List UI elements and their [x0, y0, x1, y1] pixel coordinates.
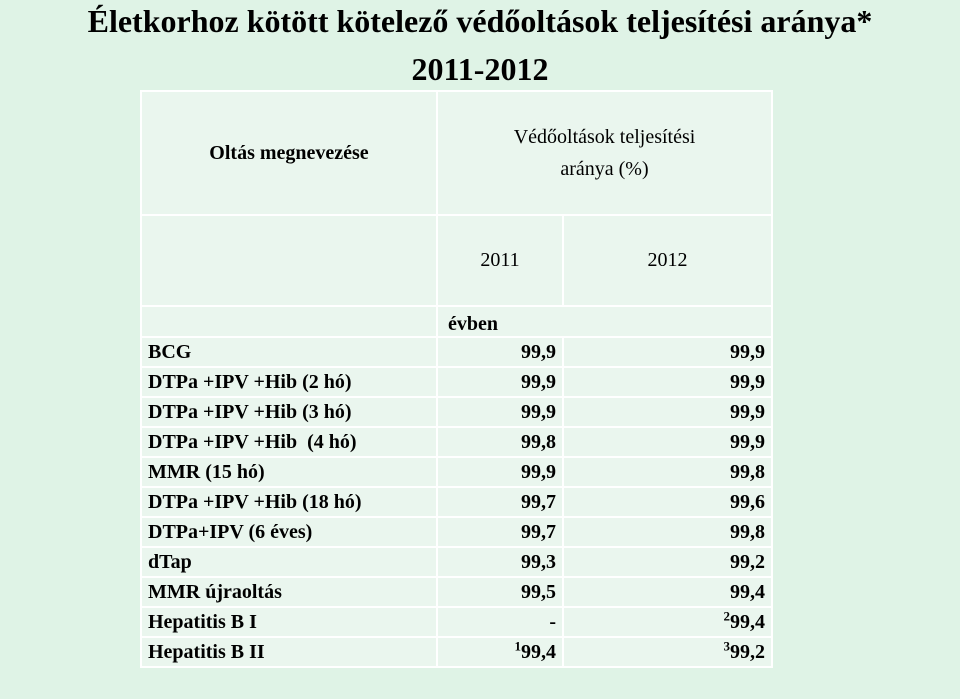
rate-2011-cell: 99,7 — [436, 516, 564, 548]
vaccine-name-cell: DTPa+IPV (6 éves) — [140, 516, 438, 548]
rate-2011-cell: 99,8 — [436, 426, 564, 458]
vaccine-name-cell: DTPa +IPV +Hib (3 hó) — [140, 396, 438, 428]
rate-2012-value: 99,8 — [730, 520, 766, 543]
vaccine-name-cell: MMR újraoltás — [140, 576, 438, 608]
vaccine-name-cell: MMR (15 hó) — [140, 456, 438, 488]
header-rate-line1: Védőoltások teljesítési — [513, 126, 696, 148]
rate-2011-value: 99,9 — [521, 340, 556, 363]
header-vaccine-name: Oltás megnevezése — [140, 90, 438, 216]
rate-2011-cell: - — [436, 606, 564, 638]
footnote-marker: 2 — [723, 607, 731, 623]
rate-2012-value: 99,2 — [730, 640, 766, 663]
table-row: DTPa +IPV +Hib (2 hó) 99,9 99,9 — [140, 366, 774, 398]
header-year-2011: 2011 — [436, 214, 564, 307]
table-row: dTap 99,3 99,2 — [140, 546, 774, 578]
rate-2012-cell: 99,8 — [561, 456, 774, 488]
footnote-marker: 1 — [514, 637, 522, 653]
vaccine-name-cell: DTPa +IPV +Hib (18 hó) — [140, 486, 438, 518]
rate-2012-value: 99,9 — [730, 370, 766, 393]
rate-2012-value: 99,9 — [730, 400, 766, 423]
header-vaccine-name-text: Oltás megnevezése — [209, 141, 369, 164]
rate-2011-value: 99,8 — [521, 430, 556, 453]
vaccine-name-cell: DTPa +IPV +Hib (2 hó) — [140, 366, 438, 398]
subheader-evben: évben — [435, 305, 774, 338]
page-title: Életkorhoz kötött kötelező védőoltások t… — [87, 3, 873, 39]
subheader-empty-cell — [140, 305, 438, 338]
rate-2012-cell: 399,2 — [561, 636, 774, 668]
rate-2012-value: 99,4 — [730, 610, 766, 633]
header-rate-line2: aránya (%) — [560, 158, 649, 180]
vaccine-name-cell: DTPa +IPV +Hib (4 hó) — [140, 426, 438, 458]
subheader-evben-text: évben — [448, 313, 498, 335]
header-empty-cell — [140, 214, 438, 307]
rate-2012-value: 99,4 — [730, 580, 766, 603]
rate-2011-cell: 99,5 — [436, 576, 564, 608]
footnote-marker: 3 — [723, 637, 731, 653]
rate-2012-cell: 99,9 — [561, 396, 774, 428]
table-row: DTPa +IPV +Hib (3 hó) 99,9 99,9 — [140, 396, 774, 428]
table-row: DTPa +IPV +Hib (18 hó) 99,7 99,6 — [140, 486, 774, 518]
rate-2012-cell: 99,9 — [561, 336, 774, 368]
rate-2011-value: - — [549, 610, 556, 633]
rate-2011-value: 99,9 — [521, 400, 556, 423]
header-rate: Védőoltások teljesítési aránya (%) — [435, 90, 774, 216]
rate-2012-cell: 99,9 — [561, 426, 774, 458]
rate-2012-cell: 99,6 — [561, 486, 774, 518]
rate-2012-value: 99,2 — [730, 550, 766, 573]
rate-2011-value: 99,5 — [521, 580, 556, 603]
table-row: Hepatitis B II 199,4 399,2 — [140, 636, 774, 668]
rate-2012-value: 99,9 — [730, 430, 766, 453]
header-row-main: Oltás megnevezése Védőoltások teljesítés… — [140, 90, 774, 216]
rate-2011-value: 99,7 — [521, 490, 556, 513]
rate-2012-cell: 99,9 — [561, 366, 774, 398]
vaccine-name-cell: Hepatitis B I — [140, 606, 438, 638]
header-year-2012: 2012 — [561, 214, 774, 307]
table-row: MMR újraoltás 99,5 99,4 — [140, 576, 774, 608]
rate-2011-cell: 99,9 — [436, 336, 564, 368]
vaccine-name-cell: BCG — [140, 336, 438, 368]
rate-2011-cell: 99,9 — [436, 396, 564, 428]
rate-2011-value: 99,3 — [521, 550, 556, 573]
rate-2012-cell: 99,8 — [561, 516, 774, 548]
table-row: DTPa+IPV (6 éves) 99,7 99,8 — [140, 516, 774, 548]
vaccine-name-cell: dTap — [140, 546, 438, 578]
header-row-years: 2011 2012 — [140, 214, 774, 307]
rate-2011-cell: 199,4 — [436, 636, 564, 668]
rate-2012-value: 99,8 — [730, 460, 766, 483]
rate-2011-value: 99,4 — [521, 640, 556, 663]
rate-2011-cell: 99,7 — [436, 486, 564, 518]
vaccination-table: Oltás megnevezése Védőoltások teljesítés… — [140, 90, 774, 668]
rate-2012-value: 99,6 — [730, 490, 766, 513]
rate-2012-cell: 99,4 — [561, 576, 774, 608]
rate-2012-cell: 299,4 — [561, 606, 774, 638]
table-row: BCG 99,9 99,9 — [140, 336, 774, 368]
vaccine-name-cell: Hepatitis B II — [140, 636, 438, 668]
header-row-subheader: évben — [140, 305, 774, 338]
rate-2012-cell: 99,2 — [561, 546, 774, 578]
rate-2011-value: 99,9 — [521, 370, 556, 393]
rate-2011-cell: 99,9 — [436, 456, 564, 488]
table-row: DTPa +IPV +Hib (4 hó) 99,8 99,9 — [140, 426, 774, 458]
table-row: MMR (15 hó) 99,9 99,8 — [140, 456, 774, 488]
rate-2011-cell: 99,9 — [436, 366, 564, 398]
page-subtitle-years: 2011-2012 — [411, 51, 549, 87]
table-row: Hepatitis B I -299,4 — [140, 606, 774, 638]
rate-2011-value: 99,7 — [521, 520, 556, 543]
rate-2011-value: 99,9 — [521, 460, 556, 483]
rate-2012-value: 99,9 — [730, 340, 766, 363]
rate-2011-cell: 99,3 — [436, 546, 564, 578]
